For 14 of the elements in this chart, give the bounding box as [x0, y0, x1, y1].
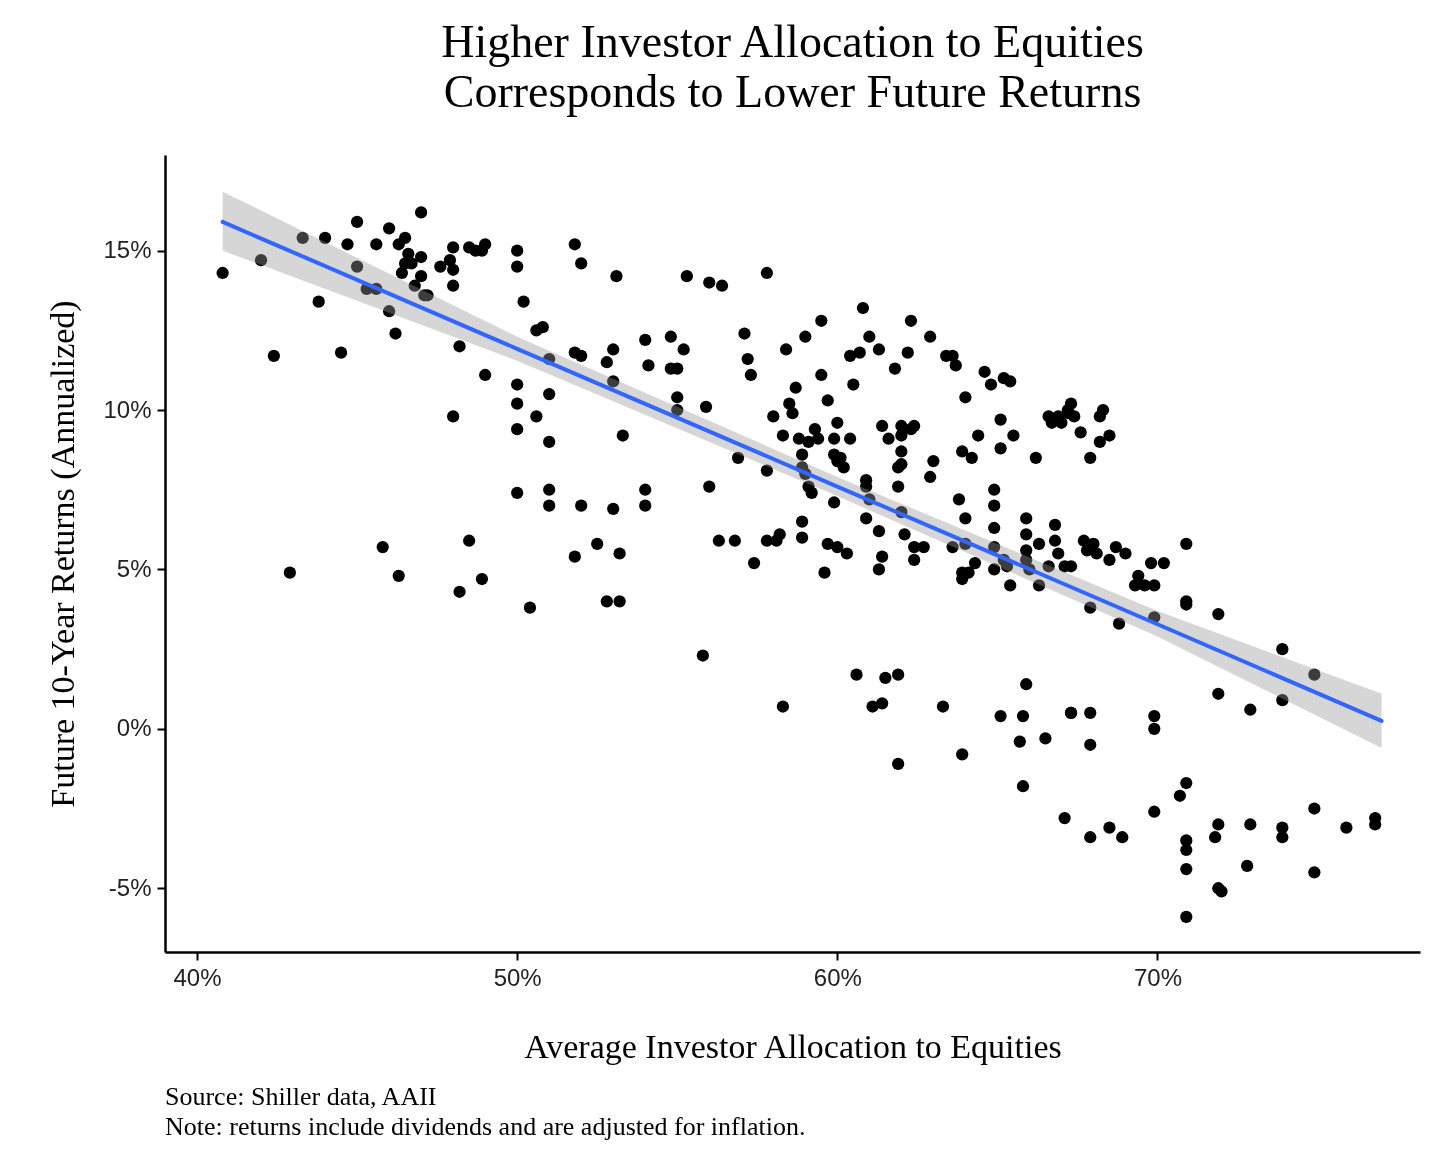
source-note: Source: Shiller data, AAII: [165, 1082, 438, 1112]
y-tick-label: 15%: [103, 236, 152, 264]
chart-title: Higher Investor Allocation to Equities Corresponds to Lower Future Returns: [441, 16, 1144, 117]
y-axis-title: Future 10-Year Returns (Annualized): [44, 300, 83, 808]
y-tick-label: 10%: [103, 395, 152, 423]
y-tick-label: -5%: [108, 873, 152, 901]
x-tick-label: 70%: [1133, 963, 1182, 991]
x-axis-title: Average Investor Allocation to Equities: [524, 1027, 1062, 1065]
y-tick-label: 5%: [116, 554, 152, 582]
x-tick-label: 60%: [813, 963, 862, 991]
x-tick-label: 50%: [493, 963, 542, 991]
text: Note: returns include dividends and are adjusted for inflation.: [165, 1112, 806, 1142]
y-tick-label: 0%: [116, 714, 152, 742]
x-tick-label: 40%: [173, 963, 222, 991]
